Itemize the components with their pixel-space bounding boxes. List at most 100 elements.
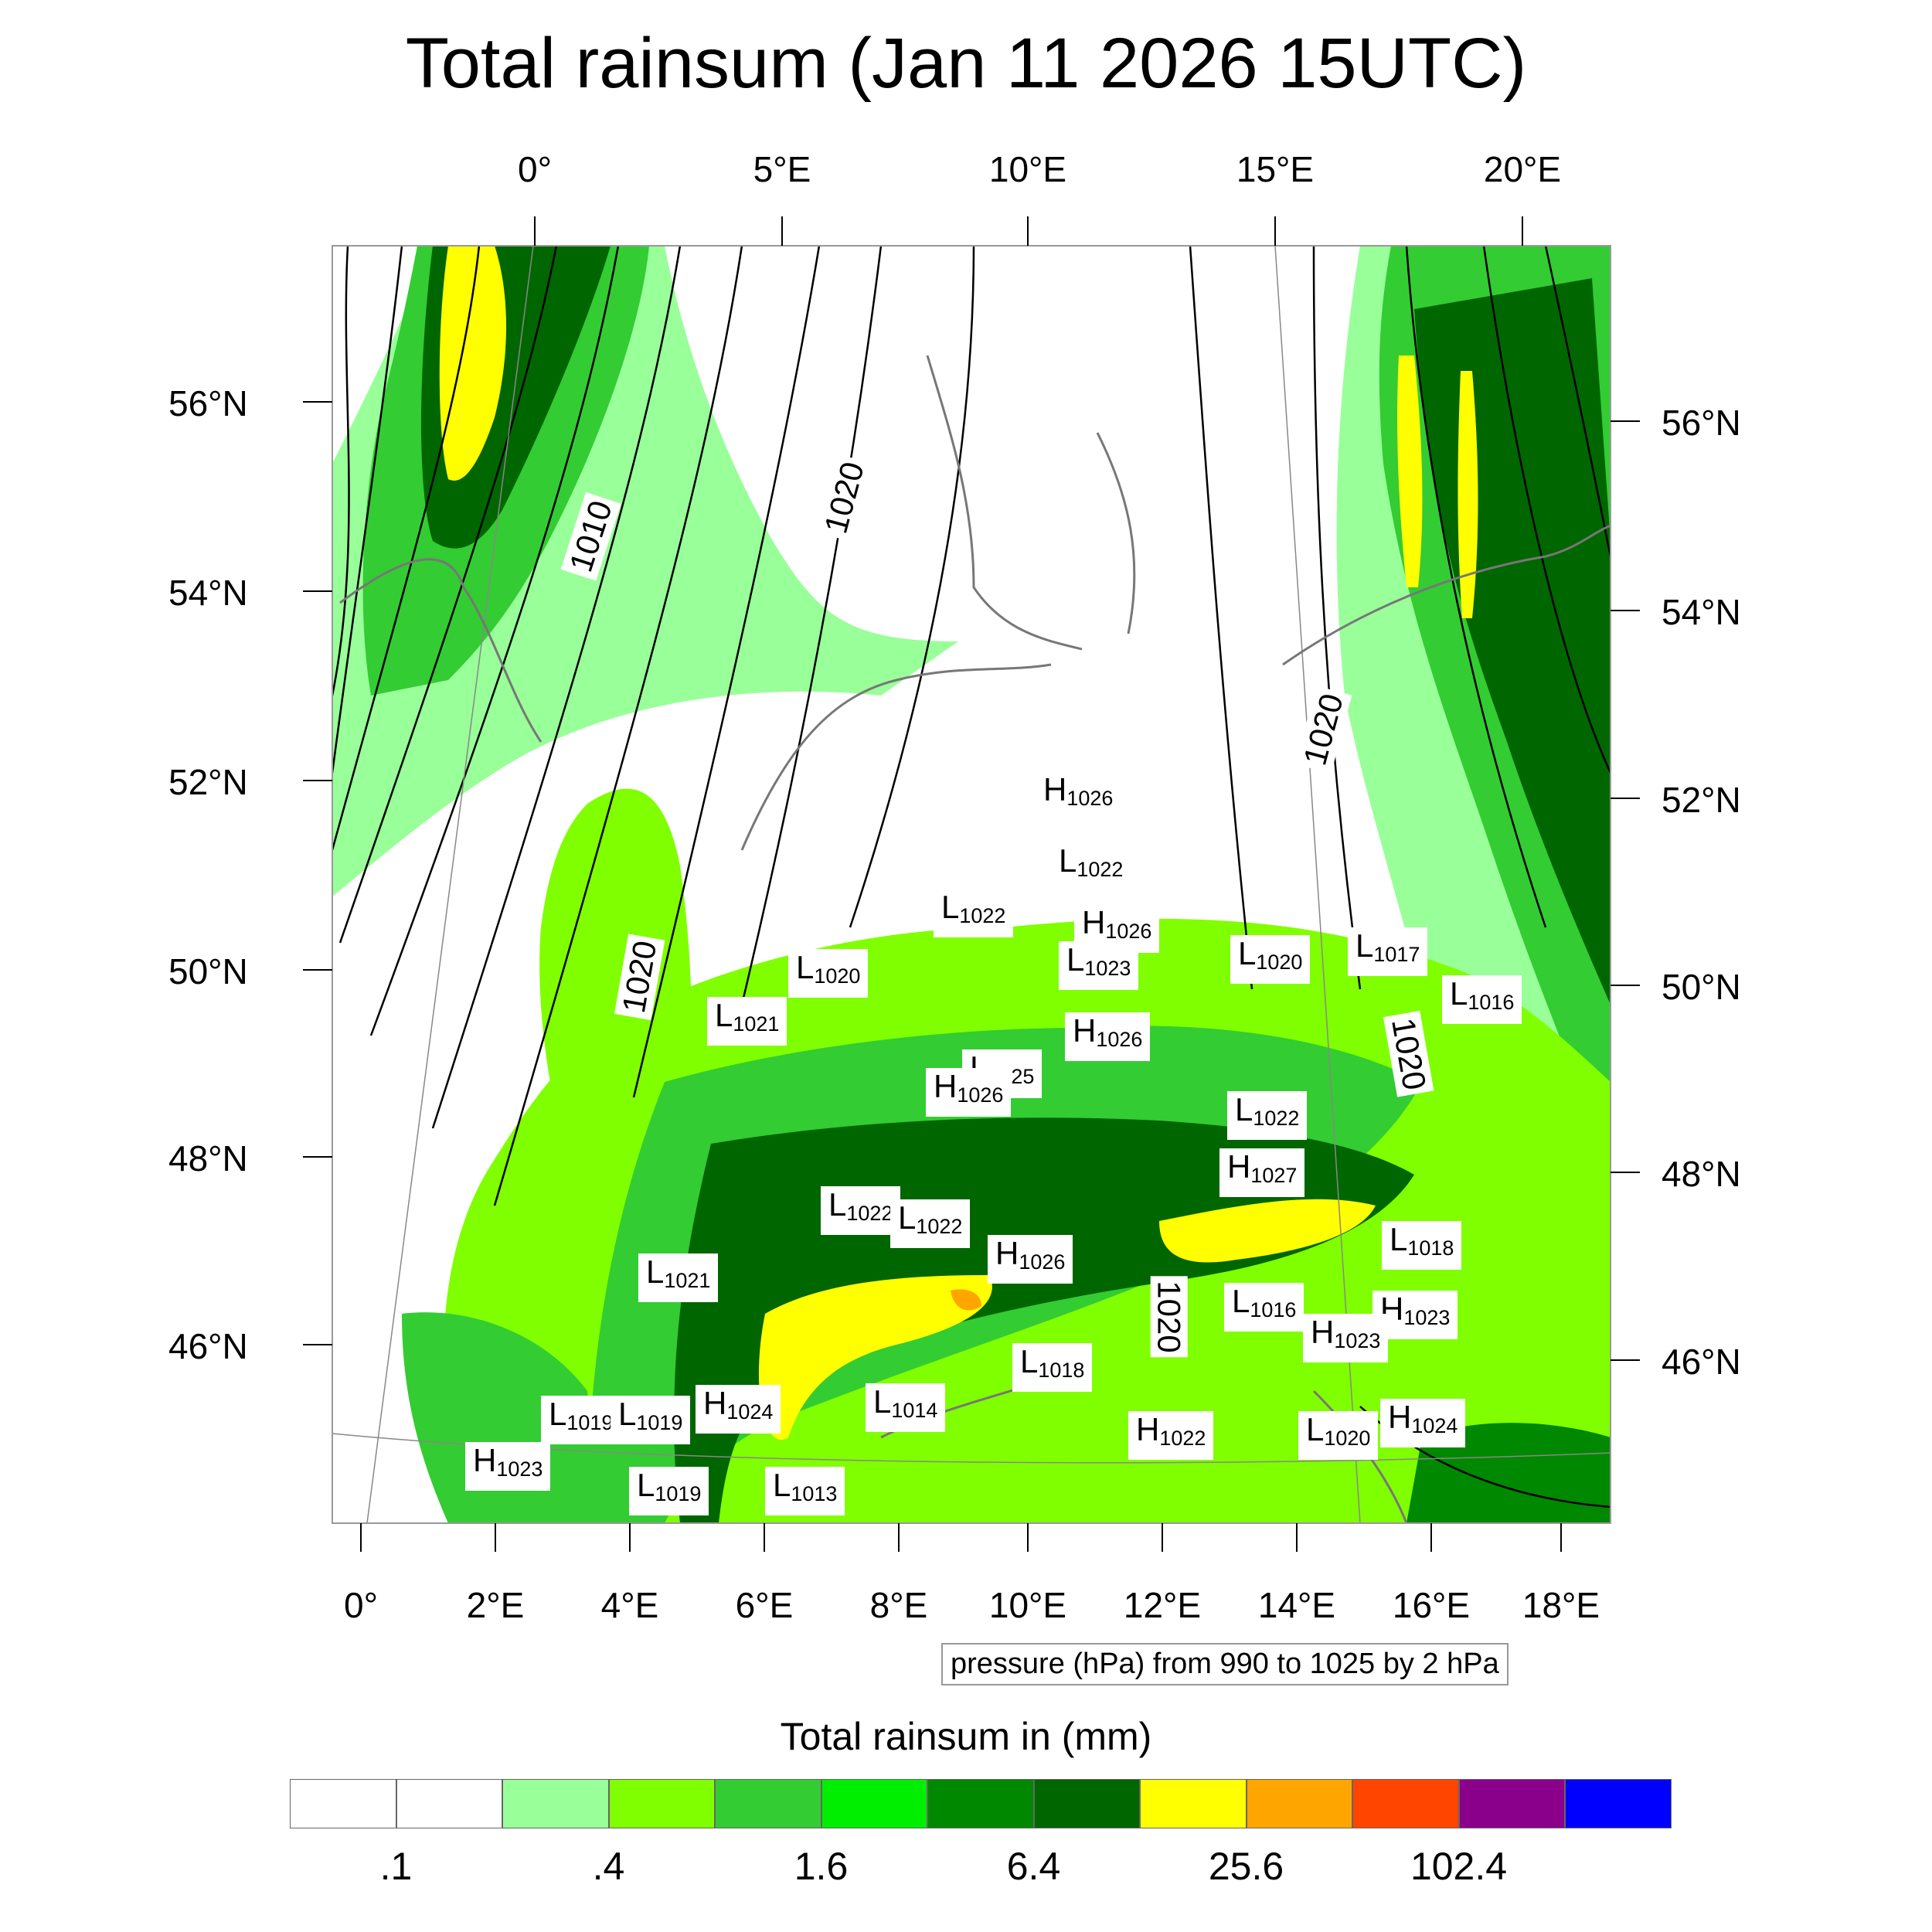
isobar (1544, 246, 1611, 557)
isobar (431, 246, 682, 1129)
left-lat-label: 50°N (168, 951, 248, 992)
colorbar-swatch (502, 1779, 609, 1828)
precip-se-patch (1406, 1423, 1611, 1523)
pressure-center-label: H1023 (1303, 1314, 1389, 1362)
top-lon-label: 15°E (1236, 149, 1315, 189)
bottom-lon-label: 10°E (988, 1585, 1067, 1625)
top-lon-label: 0° (518, 149, 552, 189)
pressure-center-label: L1019 (611, 1396, 691, 1444)
left-lat-label: 46°N (168, 1326, 248, 1366)
pressure-center-label: L1019 (629, 1467, 709, 1515)
pressure-center-label: H1026 (1036, 771, 1121, 820)
tick-marks (303, 216, 1640, 1552)
colorbar-swatch (1140, 1779, 1247, 1828)
top-lon-label: 10°E (988, 149, 1067, 189)
meridian (366, 246, 534, 1523)
pressure-center-label: L1018 (1382, 1221, 1462, 1270)
pressure-center-label: L1020 (788, 949, 869, 998)
pressure-center-label: L1019 (541, 1396, 621, 1444)
pressure-center-label: H1026 (1074, 904, 1160, 953)
pressure-center-label: L1017 (1348, 927, 1428, 976)
coastline (926, 355, 1083, 651)
bottom-lon-label: 14°E (1257, 1585, 1336, 1625)
coastline (740, 663, 1052, 851)
left-lat-label: 48°N (168, 1138, 248, 1179)
left-lat-label: 52°N (168, 762, 248, 802)
precip-alps-yellow-east (1159, 1199, 1376, 1263)
meridian (1274, 246, 1361, 1523)
left-lat-label: 56°N (168, 383, 248, 423)
isobar (493, 246, 743, 1206)
colorbar-swatch (608, 1779, 715, 1828)
isobar (1405, 246, 1547, 928)
pressure-center-label: H1022 (1128, 1411, 1214, 1460)
colorbar-swatch (1033, 1779, 1140, 1828)
isobar (1312, 246, 1362, 990)
map-frame (332, 245, 1611, 1524)
coastline (339, 558, 543, 743)
precip-sw-patch (402, 1312, 603, 1523)
bottom-lon-label: 18°E (1522, 1585, 1600, 1625)
isobar (369, 246, 620, 1036)
right-lat-label: 48°N (1662, 1154, 1741, 1194)
pressure-center-label: L1018 (1012, 1343, 1093, 1392)
bottom-lon-label: 2°E (466, 1585, 525, 1625)
isobar (1189, 246, 1253, 990)
isobar (332, 246, 350, 696)
pressure-center-label: L1014 (866, 1383, 946, 1432)
colorbar-tick-label: 1.6 (794, 1845, 849, 1888)
pressure-center-label: L1023 (1059, 941, 1139, 990)
colorbar-tick-label: 25.6 (1208, 1845, 1284, 1888)
colorbar-swatch (1458, 1779, 1565, 1828)
pressure-center-label: L1020 (1230, 935, 1311, 984)
colorbar-swatch (715, 1779, 821, 1828)
precip-band-ne-yellow2 (1458, 371, 1478, 618)
colorbar-swatch (1246, 1779, 1352, 1828)
right-lat-label: 46°N (1662, 1342, 1741, 1382)
right-lat-label: 54°N (1662, 592, 1741, 632)
pressure-center-label: H1027 (1219, 1148, 1305, 1197)
pressure-center-label: L1021 (638, 1253, 719, 1302)
pressure-center-label: L1022 (890, 1199, 971, 1248)
right-lat-label: 52°N (1662, 780, 1741, 820)
pressure-center-label: H1023 (465, 1442, 551, 1491)
coastlines (339, 355, 1611, 1523)
precip-alps-yellow-west (758, 1275, 992, 1440)
isobar (332, 246, 403, 774)
pressure-center-label: H1024 (1380, 1399, 1466, 1447)
isobars (332, 246, 1611, 1509)
pressure-center-label: L1013 (765, 1467, 845, 1515)
colorbar-swatch (821, 1779, 927, 1828)
isobar (740, 246, 883, 1005)
isobar (332, 246, 481, 851)
precip-band-ne-yellow (1397, 355, 1423, 587)
colorbar-swatch (396, 1779, 502, 1828)
pressure-center-label: L1022 (1227, 1091, 1308, 1140)
pressure-center-label: H1024 (696, 1385, 781, 1434)
isobar-label: 1020 (1150, 1276, 1188, 1358)
pressure-center-label: L1016 (1442, 975, 1522, 1024)
bottom-lon-label: 6°E (735, 1585, 794, 1625)
isobar (338, 246, 558, 944)
colorbar-tick-label: 6.4 (1006, 1845, 1061, 1888)
pressure-center-label: L1016 (1224, 1283, 1304, 1332)
precip-band-nw-yellow (439, 246, 506, 481)
bottom-lon-label: 0° (344, 1585, 378, 1625)
precip-alps-orange (951, 1289, 981, 1311)
colorbar-tick-label: .4 (592, 1845, 625, 1888)
colorbar-title: Total rainsum in (mm) (780, 1715, 1152, 1758)
pressure-center-label: L1021 (707, 997, 787, 1046)
coastline (1282, 524, 1611, 666)
coastline (1096, 432, 1136, 634)
contour-info-box: pressure (hPa) from 990 to 1025 by 2 hPa (941, 1643, 1509, 1685)
top-lon-label: 5°E (753, 149, 811, 189)
isobar (849, 246, 975, 928)
colorbar-swatch (290, 1779, 396, 1828)
colorbar-swatch (927, 1779, 1034, 1828)
pressure-center-label: L1022 (934, 889, 1014, 937)
pressure-center-label: L1020 (1298, 1411, 1379, 1460)
top-lon-label: 20°E (1483, 149, 1562, 189)
precip-field (332, 246, 1611, 1523)
colorbar-tick-label: 102.4 (1410, 1845, 1508, 1888)
